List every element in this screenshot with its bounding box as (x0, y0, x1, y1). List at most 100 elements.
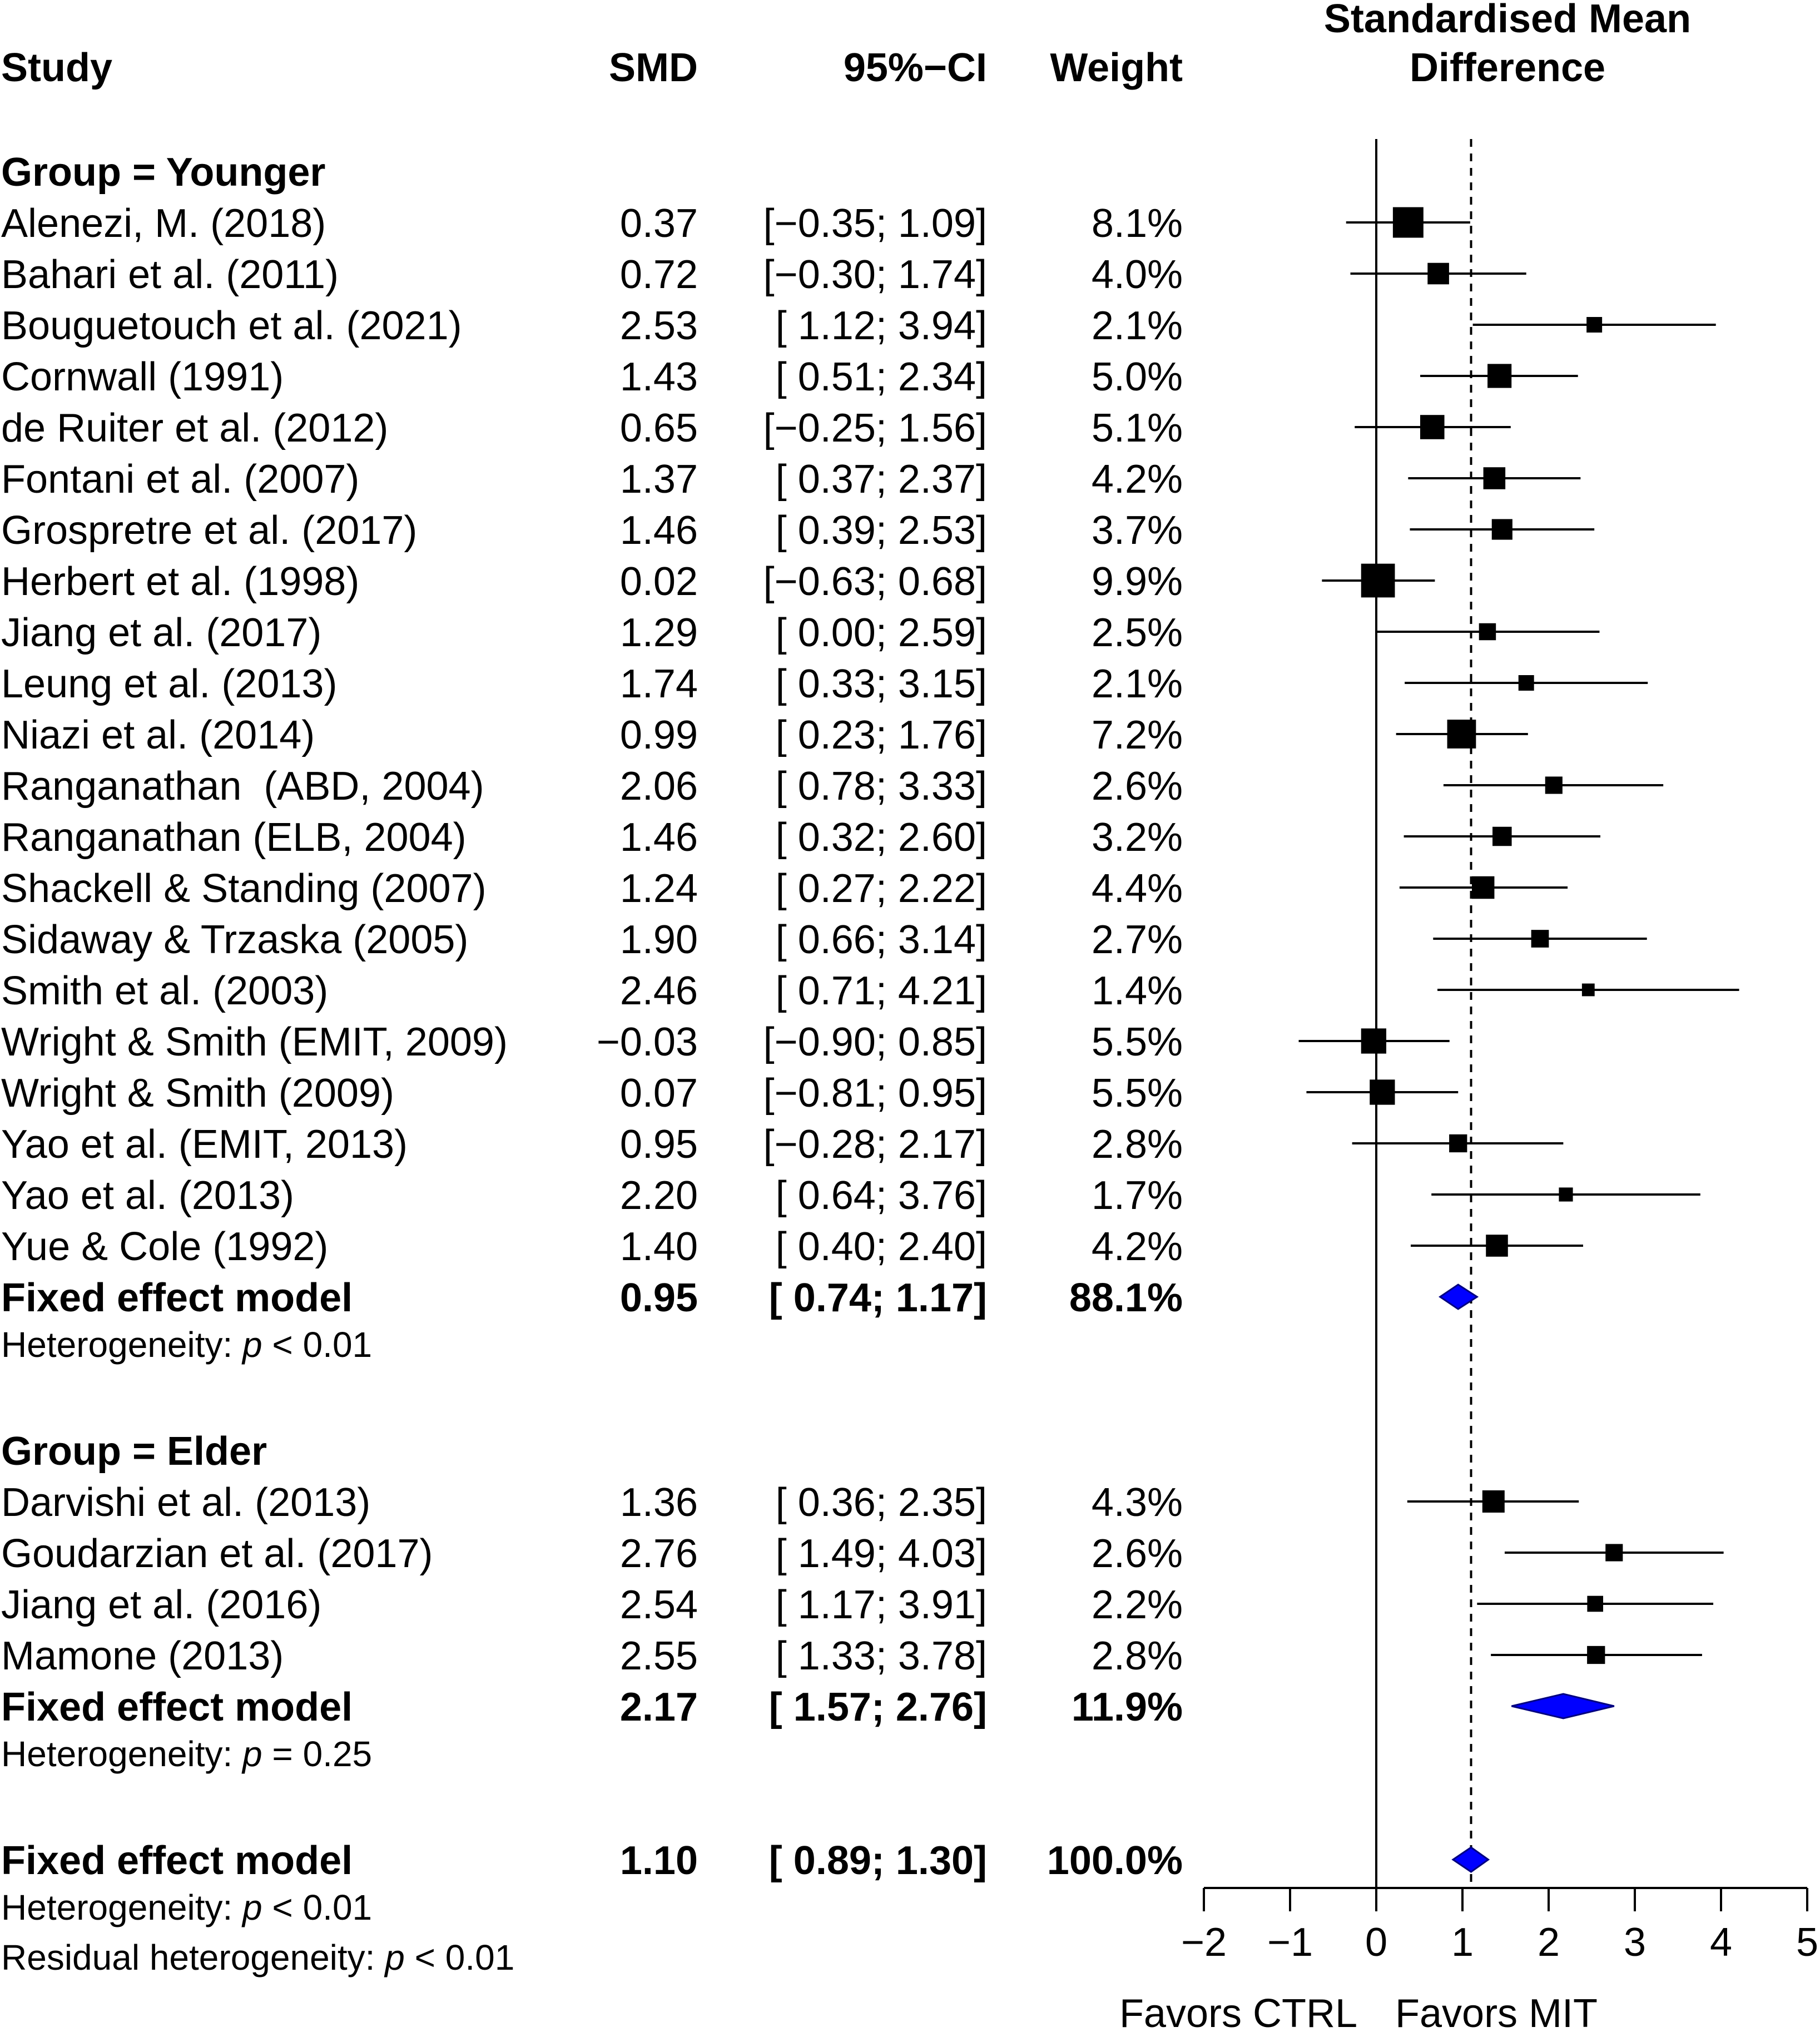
overall-summary-diamond (1451, 1846, 1490, 1873)
study-weight: 2.6% (1092, 764, 1183, 809)
study-ci: [−0.25; 1.56] (763, 406, 987, 450)
overall-summary-ci: [ 0.89; 1.30] (769, 1838, 987, 1883)
effect-square (1361, 563, 1395, 598)
study-name: Jiang et al. (2017) (1, 611, 321, 655)
study-ci: [ 0.36; 2.35] (776, 1480, 987, 1525)
group-heterogeneity: Heterogeneity: p = 0.25 (1, 1734, 372, 1774)
group-summary-weight: 11.9% (1072, 1685, 1183, 1729)
study-smd: 1.29 (620, 611, 698, 655)
x-tick-label: −2 (1181, 1920, 1227, 1965)
study-smd: 2.53 (620, 304, 698, 348)
study-smd: 2.20 (620, 1173, 698, 1218)
study-smd: 0.72 (620, 252, 698, 297)
study-smd: 0.99 (620, 713, 698, 757)
study-smd: 1.74 (620, 662, 698, 706)
overall-summary-label: Fixed effect model (1, 1838, 353, 1883)
study-name: Ranganathan (ABD, 2004) (1, 764, 484, 809)
study-ci: [ 1.17; 3.91] (776, 1583, 987, 1627)
effect-square (1361, 1028, 1386, 1054)
study-weight: 9.9% (1092, 559, 1183, 604)
study-ci: [ 0.27; 2.22] (776, 866, 987, 911)
effect-square (1487, 364, 1512, 388)
header-study: Study (1, 46, 112, 90)
effect-square (1559, 1187, 1573, 1202)
study-name: Herbert et al. (1998) (1, 559, 359, 604)
study-name: Bahari et al. (2011) (1, 252, 339, 297)
study-name: Wright & Smith (2009) (1, 1071, 394, 1116)
effect-square (1447, 720, 1476, 749)
group-heterogeneity: Heterogeneity: p < 0.01 (1, 1325, 372, 1365)
study-ci: [−0.35; 1.09] (763, 201, 987, 246)
study-ci: [−0.30; 1.74] (763, 252, 987, 297)
overall-summary-weight: 100.0% (1047, 1838, 1183, 1883)
favors-mit-label: Favors MIT (1395, 1991, 1598, 2032)
study-name: Jiang et al. (2016) (1, 1583, 321, 1627)
study-weight: 5.5% (1092, 1071, 1183, 1116)
overall-heterogeneity: Heterogeneity: p < 0.01 (1, 1887, 372, 1927)
study-ci: [−0.63; 0.68] (763, 559, 987, 604)
study-smd: 1.40 (620, 1225, 698, 1269)
group-summary-label: Fixed effect model (1, 1685, 353, 1729)
study-name: Smith et al. (2003) (1, 969, 328, 1013)
study-weight: 1.7% (1092, 1173, 1183, 1218)
study-weight: 4.3% (1092, 1480, 1183, 1525)
study-weight: 1.4% (1092, 969, 1183, 1013)
group-header: Group = Elder (1, 1429, 267, 1474)
study-name: Yao et al. (2013) (1, 1173, 294, 1218)
x-tick-label: 3 (1624, 1920, 1646, 1965)
study-smd: 2.46 (620, 969, 698, 1013)
effect-square (1587, 1595, 1604, 1612)
study-ci: [ 1.12; 3.94] (776, 304, 987, 348)
study-smd: 1.43 (620, 355, 698, 399)
study-name: Leung et al. (2013) (1, 662, 337, 706)
plot-area (1203, 139, 1808, 1911)
study-weight: 4.2% (1092, 457, 1183, 502)
group-header: Group = Younger (1, 150, 325, 195)
study-ci: [ 0.71; 4.21] (776, 969, 987, 1013)
effect-square (1545, 776, 1563, 794)
x-tick-label: 1 (1451, 1920, 1474, 1965)
header-smd: SMD (609, 46, 698, 90)
study-smd: 2.54 (620, 1583, 698, 1627)
study-weight: 3.2% (1092, 815, 1183, 860)
effect-square (1420, 415, 1445, 439)
study-smd: 1.46 (620, 815, 698, 860)
header-weight: Weight (1050, 46, 1183, 90)
effect-square (1581, 983, 1595, 997)
group-summary-weight: 88.1% (1069, 1276, 1183, 1320)
study-ci: [ 1.33; 3.78] (776, 1634, 987, 1678)
study-name: Sidaway & Trzaska (2005) (1, 918, 468, 962)
study-smd: 0.07 (620, 1071, 698, 1116)
study-ci: [−0.28; 2.17] (763, 1122, 987, 1167)
plot-title-line1: Standardised Mean (1324, 0, 1691, 41)
study-weight: 2.2% (1092, 1583, 1183, 1627)
study-smd: 1.37 (620, 457, 698, 502)
study-ci: [−0.81; 0.95] (763, 1071, 987, 1116)
x-tick-label: 4 (1710, 1920, 1732, 1965)
study-ci: [ 0.37; 2.37] (776, 457, 987, 502)
study-name: Yao et al. (EMIT, 2013) (1, 1122, 408, 1167)
study-name: Goudarzian et al. (2017) (1, 1532, 433, 1576)
residual-heterogeneity: Residual heterogeneity: p < 0.01 (1, 1937, 514, 1978)
study-weight: 5.5% (1092, 1020, 1183, 1064)
study-weight: 2.8% (1092, 1122, 1183, 1167)
study-weight: 4.4% (1092, 866, 1183, 911)
study-name: Niazi et al. (2014) (1, 713, 315, 757)
study-ci: [ 0.39; 2.53] (776, 508, 987, 553)
study-smd: 2.76 (620, 1532, 698, 1576)
effect-square (1482, 1490, 1505, 1513)
group-summary-smd: 0.95 (620, 1276, 698, 1320)
study-rows: Group = Younger Alenezi, M. (2018) 0.37 [−0… (1, 150, 1818, 2032)
plot-title-line2: Difference (1410, 46, 1605, 90)
study-smd: 1.46 (620, 508, 698, 553)
group-summary-smd: 2.17 (620, 1685, 698, 1729)
study-smd: −0.03 (597, 1020, 698, 1064)
study-weight: 2.5% (1092, 611, 1183, 655)
study-smd: 0.02 (620, 559, 698, 604)
study-ci: [ 0.51; 2.34] (776, 355, 987, 399)
study-name: Yue & Cole (1992) (1, 1225, 328, 1269)
study-weight: 2.7% (1092, 918, 1183, 962)
group-summary-diamond (1439, 1283, 1479, 1310)
study-smd: 0.65 (620, 406, 698, 450)
